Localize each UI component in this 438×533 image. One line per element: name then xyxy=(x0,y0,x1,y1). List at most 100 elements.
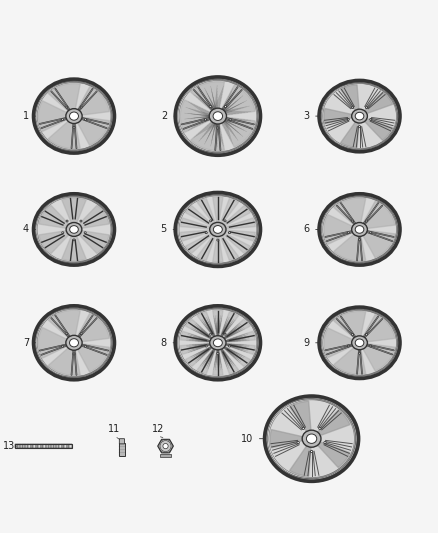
Bar xyxy=(39,444,41,448)
Polygon shape xyxy=(334,311,366,343)
Ellipse shape xyxy=(347,345,350,347)
Ellipse shape xyxy=(365,220,367,222)
Polygon shape xyxy=(334,343,366,374)
Ellipse shape xyxy=(70,112,78,120)
Ellipse shape xyxy=(352,336,367,350)
Ellipse shape xyxy=(205,232,207,233)
Bar xyxy=(31,444,33,448)
Polygon shape xyxy=(218,343,250,366)
Ellipse shape xyxy=(355,339,364,346)
Bar xyxy=(54,444,57,448)
Polygon shape xyxy=(218,198,239,229)
Ellipse shape xyxy=(209,106,211,108)
Ellipse shape xyxy=(228,232,230,233)
Ellipse shape xyxy=(224,106,226,108)
Polygon shape xyxy=(191,116,224,151)
Bar xyxy=(41,444,43,448)
Ellipse shape xyxy=(359,126,360,127)
Ellipse shape xyxy=(311,450,313,453)
Bar xyxy=(18,444,20,448)
Bar xyxy=(28,444,31,448)
Polygon shape xyxy=(218,85,255,116)
Ellipse shape xyxy=(213,339,223,346)
Bar xyxy=(20,444,23,448)
Polygon shape xyxy=(218,218,255,229)
Ellipse shape xyxy=(37,197,111,262)
Ellipse shape xyxy=(66,335,82,350)
Polygon shape xyxy=(39,205,74,229)
Polygon shape xyxy=(180,343,218,354)
Ellipse shape xyxy=(324,441,326,443)
Polygon shape xyxy=(218,229,255,241)
Ellipse shape xyxy=(323,197,396,262)
Ellipse shape xyxy=(319,427,321,430)
Bar xyxy=(51,444,54,448)
Text: 2: 2 xyxy=(162,111,168,121)
Ellipse shape xyxy=(217,127,219,129)
Polygon shape xyxy=(360,92,392,116)
Polygon shape xyxy=(74,313,110,343)
Polygon shape xyxy=(186,319,218,343)
Text: 6: 6 xyxy=(303,224,309,235)
Polygon shape xyxy=(186,206,218,229)
Polygon shape xyxy=(360,229,395,258)
Text: 1: 1 xyxy=(23,111,29,121)
Polygon shape xyxy=(213,229,223,262)
Ellipse shape xyxy=(80,220,82,222)
Polygon shape xyxy=(197,229,218,261)
Ellipse shape xyxy=(213,112,223,120)
Polygon shape xyxy=(180,229,218,241)
Bar xyxy=(61,444,64,448)
Polygon shape xyxy=(324,328,360,358)
Bar xyxy=(59,444,61,448)
Text: 4: 4 xyxy=(23,224,29,235)
Polygon shape xyxy=(48,310,80,343)
Ellipse shape xyxy=(179,309,257,376)
Bar xyxy=(119,443,125,456)
Ellipse shape xyxy=(85,345,87,347)
Polygon shape xyxy=(197,198,218,229)
Polygon shape xyxy=(186,229,218,253)
Ellipse shape xyxy=(323,84,396,149)
Polygon shape xyxy=(74,87,110,116)
Ellipse shape xyxy=(355,112,364,120)
Polygon shape xyxy=(180,218,218,229)
Ellipse shape xyxy=(66,333,68,335)
Polygon shape xyxy=(360,314,395,343)
Polygon shape xyxy=(324,109,360,124)
Bar xyxy=(49,444,51,448)
Bar xyxy=(25,444,28,448)
Polygon shape xyxy=(74,343,110,372)
Text: 10: 10 xyxy=(241,434,253,443)
Ellipse shape xyxy=(66,220,68,222)
Ellipse shape xyxy=(84,232,86,233)
Ellipse shape xyxy=(85,119,87,120)
Ellipse shape xyxy=(210,336,226,350)
Polygon shape xyxy=(74,116,110,146)
Bar xyxy=(69,444,72,448)
Polygon shape xyxy=(48,116,80,149)
Text: 7: 7 xyxy=(23,338,29,348)
Polygon shape xyxy=(213,343,223,375)
Polygon shape xyxy=(290,401,311,439)
Bar xyxy=(23,444,25,448)
Polygon shape xyxy=(341,116,360,148)
Polygon shape xyxy=(311,410,350,439)
Text: 13: 13 xyxy=(3,441,15,451)
Text: 12: 12 xyxy=(152,424,164,434)
Ellipse shape xyxy=(269,400,354,478)
FancyBboxPatch shape xyxy=(119,439,124,444)
Polygon shape xyxy=(48,84,80,116)
Bar xyxy=(57,444,59,448)
Text: 9: 9 xyxy=(303,338,309,348)
Ellipse shape xyxy=(370,118,372,120)
Ellipse shape xyxy=(229,119,231,121)
Ellipse shape xyxy=(352,220,353,222)
Polygon shape xyxy=(218,331,255,343)
Ellipse shape xyxy=(61,345,64,347)
Ellipse shape xyxy=(297,441,299,443)
Ellipse shape xyxy=(347,118,350,120)
Ellipse shape xyxy=(302,430,321,447)
Bar xyxy=(46,444,49,448)
Ellipse shape xyxy=(66,222,82,236)
